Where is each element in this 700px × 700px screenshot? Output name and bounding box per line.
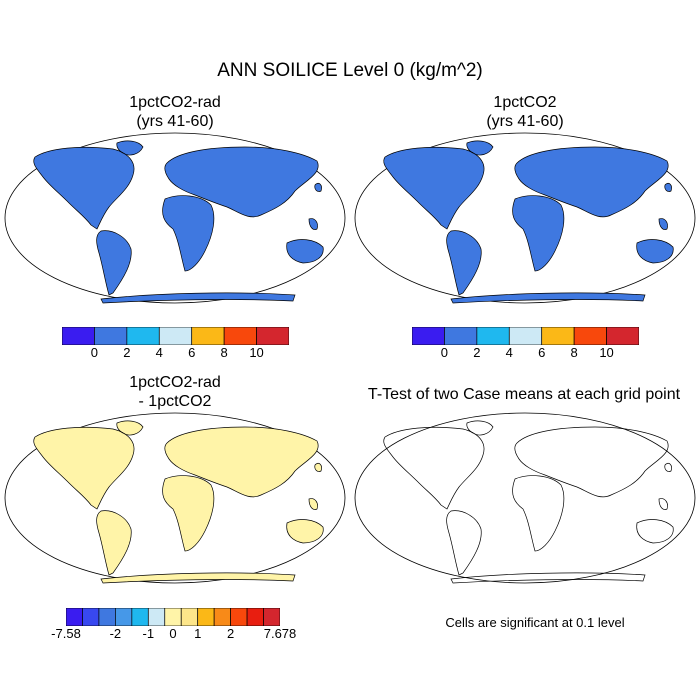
colorbar-tick-label: 10 [249, 345, 264, 360]
colorbar-swatch [508, 327, 543, 345]
colorbar-swatch [197, 608, 215, 626]
colorbar-tick-label: 6 [188, 345, 196, 360]
colorbar-tick-label: 1 [194, 626, 202, 641]
panel-3-title: 1pctCO2-rad - 1pctCO2 [20, 373, 330, 411]
panel-3-title-line1: 1pctCO2-rad [129, 374, 221, 391]
colorbar-swatch [191, 327, 225, 345]
colorbar-swatch [180, 608, 199, 626]
colorbar-tick-label: 0 [440, 345, 449, 360]
colorbar-swatch [573, 327, 607, 345]
panel-3-title-line2: - 1pctCO2 [138, 393, 212, 410]
colorbar-swatch [126, 327, 160, 345]
colorbar-tick-label: 2 [226, 626, 235, 641]
colorbar-swatch [82, 608, 100, 626]
colorbar-tick-label: 8 [220, 345, 228, 360]
panel-2-title-line2: (yrs 41-60) [486, 113, 564, 130]
panel-2-title: 1pctCO2 (yrs 41-60) [370, 93, 680, 131]
colorbar-swatch [131, 608, 149, 626]
colorbar-tick-label: 0 [169, 626, 177, 641]
colorbar-swatch [66, 608, 83, 626]
colorbar-swatch [147, 608, 166, 626]
colorbar-tick-label: 4 [155, 345, 163, 360]
panel-1-title-line2: (yrs 41-60) [136, 113, 214, 130]
colorbar-swatch [444, 327, 478, 345]
colorbar-swatch [213, 608, 231, 626]
colorbar-swatch [62, 327, 95, 345]
colorbar-swatch [606, 327, 639, 345]
colorbar-swatch [412, 327, 445, 345]
map-panel-1 [4, 132, 346, 304]
colorbar-tick-label: 7.678 [263, 626, 297, 641]
colorbar-tick-label: 2 [473, 345, 481, 360]
globe-outline [354, 412, 696, 584]
panel-4-title: T-Test of two Case means at each grid po… [352, 385, 696, 404]
colorbar-tick-label: 10 [599, 345, 614, 360]
colorbar-tick-label: -2 [109, 626, 122, 641]
colorbar-swatch [223, 327, 257, 345]
significance-note: Cells are significant at 0.1 level [445, 615, 625, 630]
colorbar-swatch [164, 608, 182, 626]
colorbar-swatch [476, 327, 510, 345]
colorbar-swatch [263, 608, 280, 626]
colorbar-tick-label: -1 [142, 626, 155, 641]
colorbar-tick-label: 4 [505, 345, 513, 360]
panel-4-title-line1: T-Test of two Case means at each grid po… [367, 386, 681, 403]
colorbar-swatch [256, 327, 289, 345]
colorbar-swatch [246, 608, 264, 626]
colorbar-tick-label: 0 [90, 345, 99, 360]
map-panel-3 [4, 412, 346, 584]
colorbar-swatch [158, 327, 193, 345]
panel-2-title-line1: 1pctCO2 [493, 94, 557, 111]
colorbar-tick-label: 6 [538, 345, 546, 360]
colorbar-swatch [541, 327, 575, 345]
map-panel-2 [354, 132, 696, 304]
figure-title: ANN SOILICE Level 0 (kg/m^2) [217, 60, 483, 81]
panel-1-title-line1: 1pctCO2-rad [129, 94, 221, 111]
colorbar-swatch [98, 608, 116, 626]
colorbar-swatch [115, 608, 133, 626]
colorbar-tick-label: 8 [570, 345, 578, 360]
panel-1-title: 1pctCO2-rad (yrs 41-60) [20, 93, 330, 131]
colorbar-tick-label: 2 [123, 345, 131, 360]
colorbar-swatch [230, 608, 248, 626]
map-panel-4 [354, 412, 696, 584]
colorbar-swatch [94, 327, 128, 345]
colorbar-tick-label: -7.58 [51, 626, 81, 641]
